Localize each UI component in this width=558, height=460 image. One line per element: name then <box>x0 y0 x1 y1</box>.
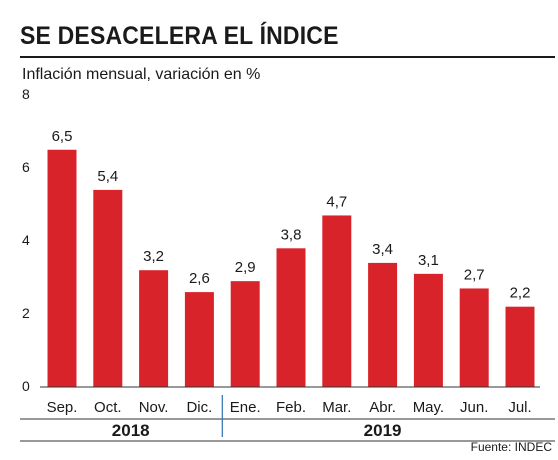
y-tick-label: 8 <box>22 86 30 102</box>
x-tick-label: Ene. <box>230 399 261 416</box>
x-tick-label: May. <box>413 399 444 416</box>
bar <box>47 149 77 387</box>
bar-value-label: 2,2 <box>510 285 531 302</box>
bar-value-label: 3,8 <box>281 226 302 243</box>
bar <box>459 288 489 387</box>
bar <box>139 270 169 387</box>
bar-value-label: 2,9 <box>235 259 256 276</box>
x-tick-label: Feb. <box>276 399 306 416</box>
x-tick-label: Abr. <box>369 399 396 416</box>
bar <box>413 273 443 387</box>
bar-value-label: 3,2 <box>143 248 164 265</box>
bar-value-label: 3,4 <box>372 241 393 258</box>
y-tick-label: 2 <box>22 305 30 321</box>
bar <box>368 262 398 387</box>
y-tick-label: 6 <box>22 159 30 175</box>
x-tick-label: Jun. <box>460 399 488 416</box>
bar-value-label: 3,1 <box>418 252 439 269</box>
bar <box>184 292 214 387</box>
year-label: 2018 <box>112 421 150 440</box>
bar-value-label: 5,4 <box>97 168 118 185</box>
bar-value-label: 4,7 <box>326 193 347 210</box>
bar-value-label: 2,7 <box>464 266 485 283</box>
x-tick-label: Jul. <box>508 399 531 416</box>
x-tick-label: Sep. <box>47 399 78 416</box>
title-underline <box>20 56 555 58</box>
bar <box>230 281 260 387</box>
bar <box>505 306 535 387</box>
bar <box>322 215 352 387</box>
source-note: Fuente: INDEC <box>470 440 552 454</box>
bar <box>276 248 306 387</box>
x-tick-label: Mar. <box>322 399 351 416</box>
y-tick-label: 0 <box>22 378 30 394</box>
x-tick-label: Dic. <box>186 399 212 416</box>
year-label: 2019 <box>364 421 402 440</box>
chart-subtitle: Inflación mensual, variación en % <box>22 66 261 83</box>
y-tick-label: 4 <box>22 232 30 248</box>
chart-title: SE DESACELERA EL ÍNDICE <box>20 22 339 50</box>
bar-value-label: 6,5 <box>52 128 73 145</box>
bar <box>93 189 123 387</box>
bar-value-label: 2,6 <box>189 270 210 287</box>
x-tick-label: Nov. <box>139 399 169 416</box>
x-tick-label: Oct. <box>94 399 122 416</box>
